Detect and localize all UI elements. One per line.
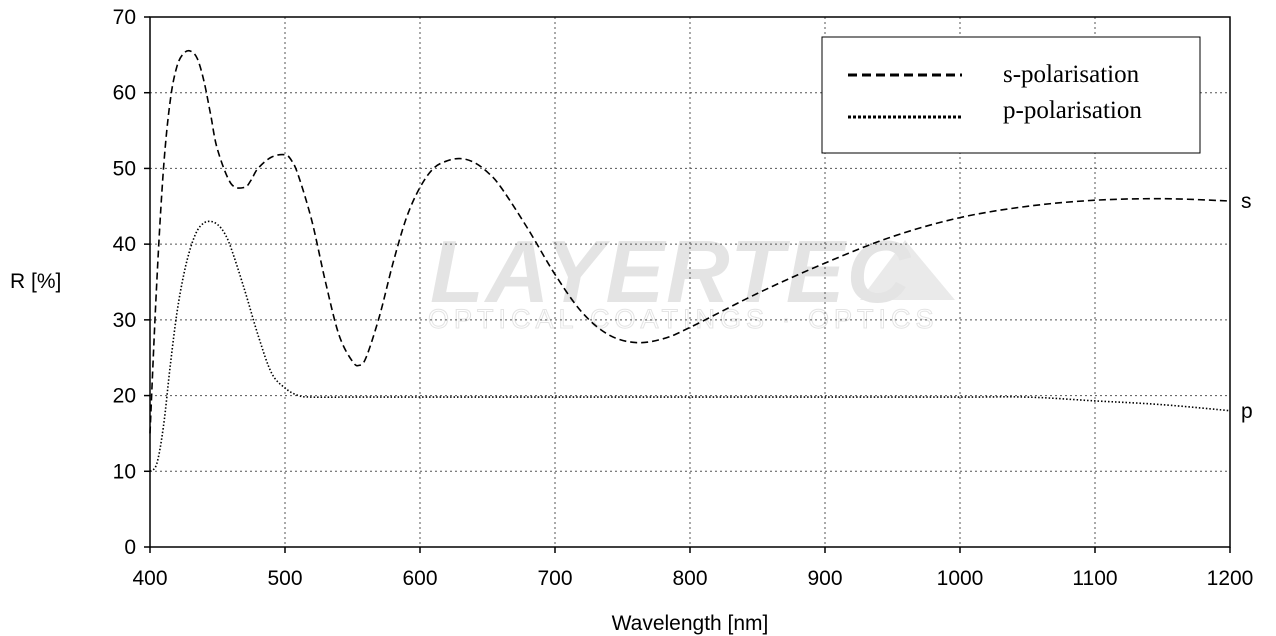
x-tick-label-800: 800 <box>672 567 707 590</box>
watermark-main-text: LAYERTEC <box>430 222 912 321</box>
y-tick-label-20: 20 <box>113 385 136 408</box>
x-tick-label-1200: 1200 <box>1207 567 1254 590</box>
watermark-logo: LAYERTEC OPTICAL COATINGS · OPTICS <box>428 222 955 335</box>
y-tick-label-70: 70 <box>113 6 136 29</box>
y-tick-label-60: 60 <box>113 82 136 105</box>
legend-label-s-polarisation: s-polarisation <box>1003 61 1140 88</box>
watermark-sub-text: OPTICAL COATINGS · OPTICS <box>428 304 939 334</box>
series-end-label-p: p <box>1241 400 1253 423</box>
series-line-p-polarisation <box>149 220 1231 472</box>
legend-box <box>821 36 1201 154</box>
series-group <box>149 49 1231 472</box>
axis-ticks: 400 500 600 700 800 900 1000 1100 1200 0 10 20 30 40 5… <box>113 6 1254 590</box>
x-tick-label-900: 900 <box>807 567 842 590</box>
x-tick-label-400: 400 <box>132 567 167 590</box>
y-tick-label-40: 40 <box>113 233 136 256</box>
legend: s-polarisation p-polarisation <box>821 36 1201 154</box>
grid <box>150 17 1230 547</box>
x-tick-label-600: 600 <box>402 567 437 590</box>
y-tick-label-50: 50 <box>113 157 136 180</box>
series-line-s-polarisation <box>149 49 1231 434</box>
x-tick-label-700: 700 <box>537 567 572 590</box>
y-tick-label-0: 0 <box>124 536 136 559</box>
y-tick-label-10: 10 <box>113 460 136 483</box>
series-end-label-s: s <box>1241 190 1252 213</box>
watermark-triangle <box>860 240 955 300</box>
y-axis-title: R [%] <box>10 270 61 293</box>
x-axis-title: Wavelength [nm] <box>612 612 769 635</box>
x-tick-label-500: 500 <box>267 567 302 590</box>
y-tick-label-30: 30 <box>113 309 136 332</box>
x-tick-label-1100: 1100 <box>1072 567 1117 590</box>
x-tick-label-1000: 1000 <box>937 567 984 590</box>
legend-label-p-polarisation: p-polarisation <box>1003 97 1142 124</box>
